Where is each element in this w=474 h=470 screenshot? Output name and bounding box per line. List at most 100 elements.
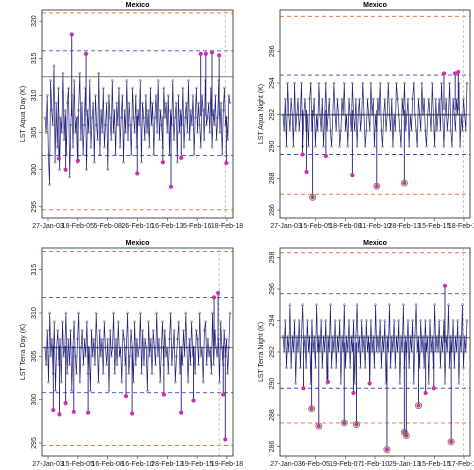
data-point <box>182 146 186 149</box>
data-point <box>457 382 461 385</box>
data-point <box>412 81 416 85</box>
outlier-point <box>351 390 356 396</box>
data-point <box>337 113 340 117</box>
data-point <box>456 319 460 322</box>
data-point <box>146 109 150 112</box>
data-point <box>290 334 294 338</box>
data-point <box>51 123 55 127</box>
data-point <box>391 145 395 148</box>
data-point <box>186 131 189 134</box>
data-point <box>140 372 143 375</box>
data-point <box>118 355 121 358</box>
data-point <box>110 355 113 358</box>
data-point <box>140 161 143 164</box>
data-point <box>452 366 456 370</box>
data-point <box>452 113 456 117</box>
outlier-ring <box>414 402 423 410</box>
data-point <box>406 319 410 322</box>
data-point <box>44 131 48 134</box>
data-point <box>82 363 85 367</box>
data-point <box>338 145 341 148</box>
data-point <box>68 363 71 367</box>
data-point <box>176 161 179 164</box>
data-point <box>326 334 330 338</box>
data-point <box>312 334 316 338</box>
data-point <box>226 372 229 375</box>
data-point <box>94 311 98 315</box>
data-point <box>317 81 321 85</box>
outlier-point <box>69 32 74 37</box>
data-point <box>227 346 231 349</box>
data-point <box>420 81 424 85</box>
data-point <box>77 311 81 315</box>
data-point <box>128 123 132 127</box>
data-point <box>406 97 410 101</box>
outlier-point <box>130 411 135 416</box>
y-tick-label: 288 <box>269 409 276 421</box>
data-point <box>419 319 422 322</box>
data-point <box>163 329 167 332</box>
data-point <box>368 129 372 132</box>
data-point <box>346 350 350 354</box>
data-point <box>43 346 47 349</box>
data-point <box>465 81 469 85</box>
data-point <box>390 334 394 338</box>
y-tick-label: 305 <box>31 350 38 362</box>
y-tick-label: 294 <box>269 315 276 327</box>
lst-series-line <box>282 82 468 147</box>
outlier-point <box>86 410 91 415</box>
data-point <box>315 113 318 117</box>
data-point <box>337 350 340 354</box>
data-point <box>79 346 83 349</box>
data-point <box>45 94 49 97</box>
data-point <box>98 329 101 332</box>
data-point <box>332 81 336 85</box>
data-point <box>422 97 426 101</box>
x-tick-label: 28-Feb-13 <box>389 223 421 230</box>
data-point <box>187 79 190 82</box>
data-point <box>178 131 181 134</box>
data-point <box>115 101 119 105</box>
data-point <box>142 116 145 119</box>
x-tick-label: 28-Feb-13 <box>151 461 183 468</box>
data-point <box>183 116 187 119</box>
data-point <box>287 113 291 117</box>
data-point <box>311 113 315 117</box>
data-point <box>435 334 439 338</box>
data-point <box>164 355 168 358</box>
data-point <box>365 319 368 322</box>
data-point <box>137 346 141 349</box>
data-point <box>300 334 303 338</box>
data-point <box>196 131 199 134</box>
outlier-point <box>404 433 409 438</box>
outlier-point <box>431 386 436 391</box>
data-point <box>207 355 211 358</box>
outlier-ring <box>447 438 455 446</box>
data-point <box>155 311 158 315</box>
data-point <box>324 319 328 322</box>
data-point <box>392 113 396 117</box>
data-point <box>46 329 49 332</box>
data-point <box>66 337 70 341</box>
data-point <box>451 97 455 101</box>
data-point <box>139 79 142 82</box>
data-point <box>173 116 177 119</box>
data-point <box>109 138 113 142</box>
data-point <box>169 311 172 315</box>
outlier-point <box>51 407 56 413</box>
data-point <box>212 363 215 367</box>
data-point <box>177 320 181 323</box>
data-point <box>104 346 107 349</box>
data-point <box>366 97 369 101</box>
data-point <box>356 113 360 117</box>
data-point <box>92 337 96 341</box>
data-point <box>459 350 463 354</box>
data-point <box>176 337 179 341</box>
data-point <box>43 116 47 119</box>
data-point <box>464 350 468 354</box>
data-point <box>180 123 184 127</box>
outlier-point <box>203 51 208 56</box>
lst-series-line <box>282 304 468 384</box>
data-point <box>281 334 285 338</box>
y-tick-label: 295 <box>31 201 38 213</box>
